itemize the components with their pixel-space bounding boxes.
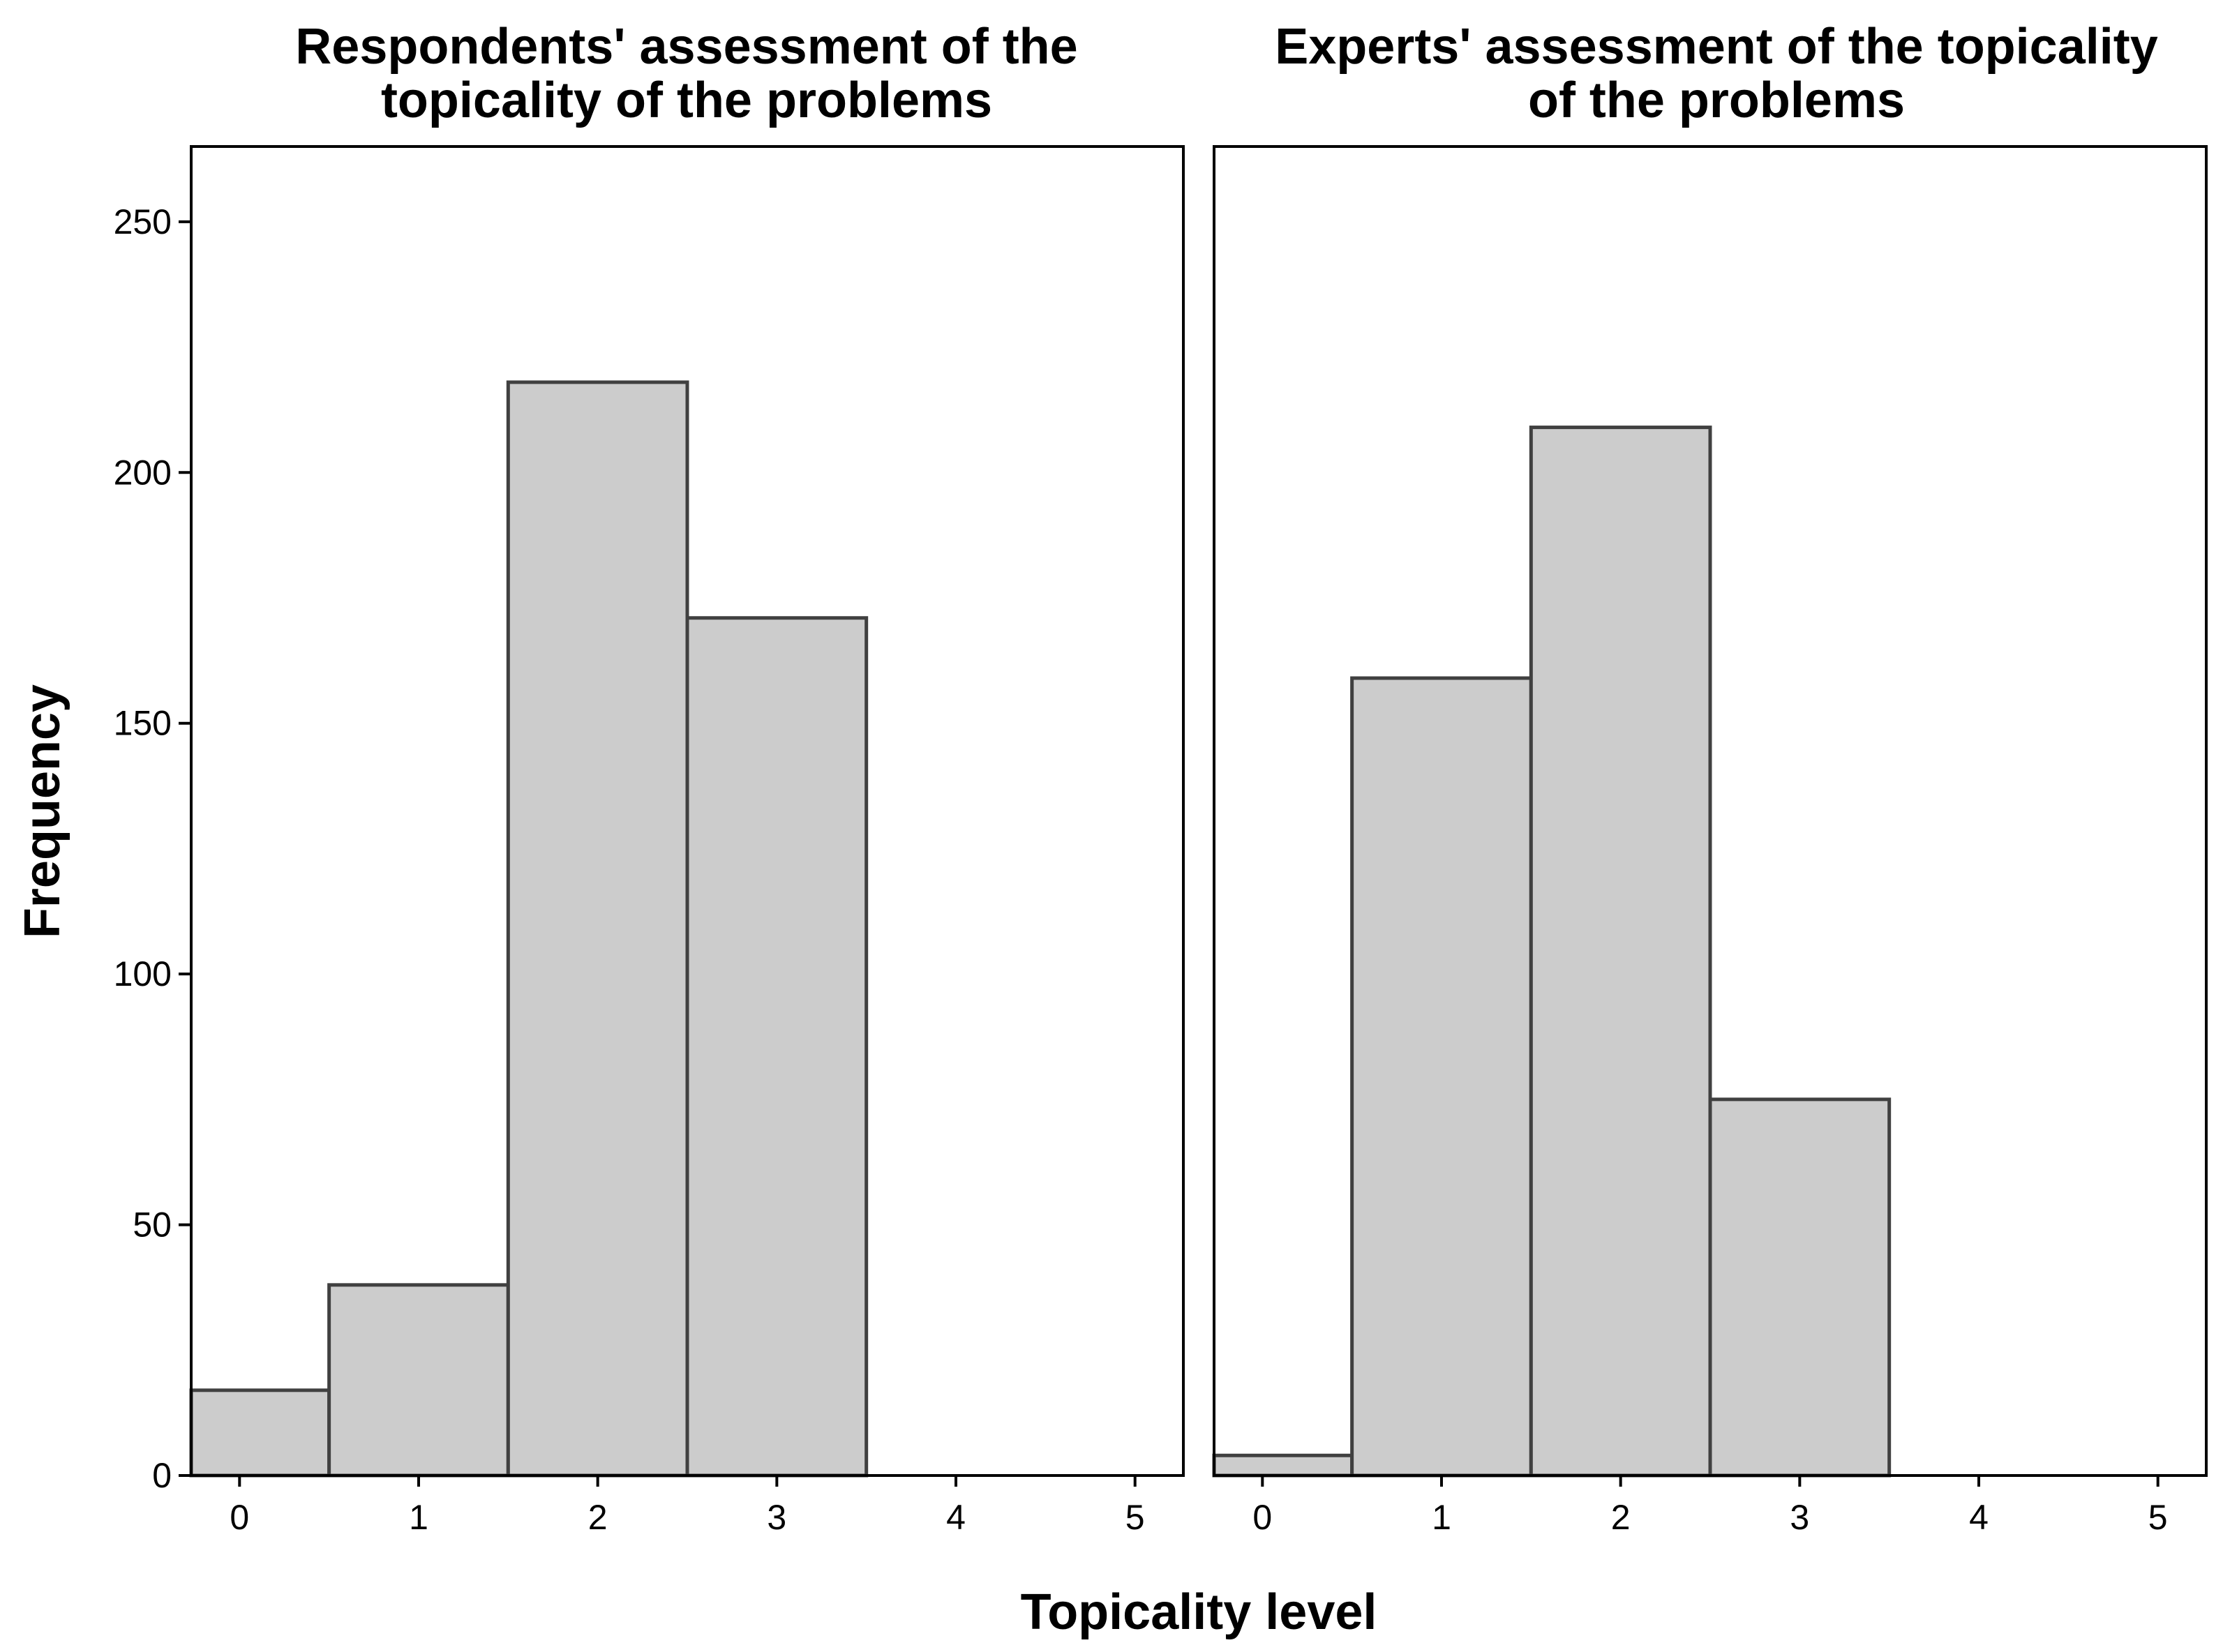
respondents-x-axis: 0 1 2 3 4 5 xyxy=(230,1475,1145,1537)
respondents-panel-title-line-1: Respondents' assessment of the xyxy=(295,19,1077,75)
experts-bar-0 xyxy=(1212,1453,1354,1478)
respondents-x-tick-label-5: 5 xyxy=(1125,1498,1145,1537)
experts-panel-title-line-1: Experts' assessment of the topicality xyxy=(1275,19,2158,75)
experts-x-tick-label-5: 5 xyxy=(2148,1498,2168,1537)
respondents-bars xyxy=(189,380,869,1478)
experts-x-tick-label-0: 0 xyxy=(1252,1498,1272,1537)
respondents-panel: Respondents' assessment of the topicalit… xyxy=(114,19,1185,1537)
respondents-x-tick-label-0: 0 xyxy=(230,1498,249,1537)
experts-x-tick-label-4: 4 xyxy=(1969,1498,1989,1537)
respondents-x-tick-label-2: 2 xyxy=(588,1498,608,1537)
experts-bar-2 xyxy=(1529,426,1712,1478)
respondents-x-tick-label-4: 4 xyxy=(946,1498,966,1537)
respondents-bar-3 xyxy=(685,616,869,1478)
x-axis-title: Topicality level xyxy=(1021,1584,1377,1640)
y-axis-title: Frequency xyxy=(15,684,70,938)
experts-x-axis: 0 1 2 3 4 5 xyxy=(1252,1475,2168,1537)
respondents-bar-1 xyxy=(327,1283,510,1478)
experts-bar-3 xyxy=(1708,1097,1892,1478)
experts-panel-title-line-2: of the problems xyxy=(1528,73,1905,128)
respondents-x-tick-label-1: 1 xyxy=(409,1498,428,1537)
respondents-y-tick-label-2: 100 xyxy=(114,954,172,993)
respondents-bar-2 xyxy=(506,380,689,1478)
experts-panel: Experts' assessment of the topicality of… xyxy=(1212,19,2208,1537)
experts-x-tick-label-2: 2 xyxy=(1611,1498,1631,1537)
experts-x-tick-label-1: 1 xyxy=(1432,1498,1451,1537)
respondents-y-tick-label-4: 200 xyxy=(114,453,172,492)
respondents-bar-0 xyxy=(189,1388,331,1478)
experts-x-tick-label-3: 3 xyxy=(1790,1498,1809,1537)
respondents-x-tick-label-3: 3 xyxy=(767,1498,786,1537)
respondents-y-axis: 0 50 100 150 200 250 xyxy=(114,202,191,1495)
experts-plot-frame xyxy=(1213,145,2208,1477)
respondents-plot-frame xyxy=(190,145,1185,1477)
respondents-y-tick-label-1: 50 xyxy=(133,1206,172,1245)
experts-bar-1 xyxy=(1350,676,1533,1478)
respondents-panel-title-line-2: topicality of the problems xyxy=(381,73,992,128)
experts-bars xyxy=(1212,426,1892,1478)
respondents-y-tick-label-5: 250 xyxy=(114,202,172,241)
respondents-y-tick-label-0: 0 xyxy=(152,1456,172,1495)
respondents-y-tick-label-3: 150 xyxy=(114,704,172,743)
